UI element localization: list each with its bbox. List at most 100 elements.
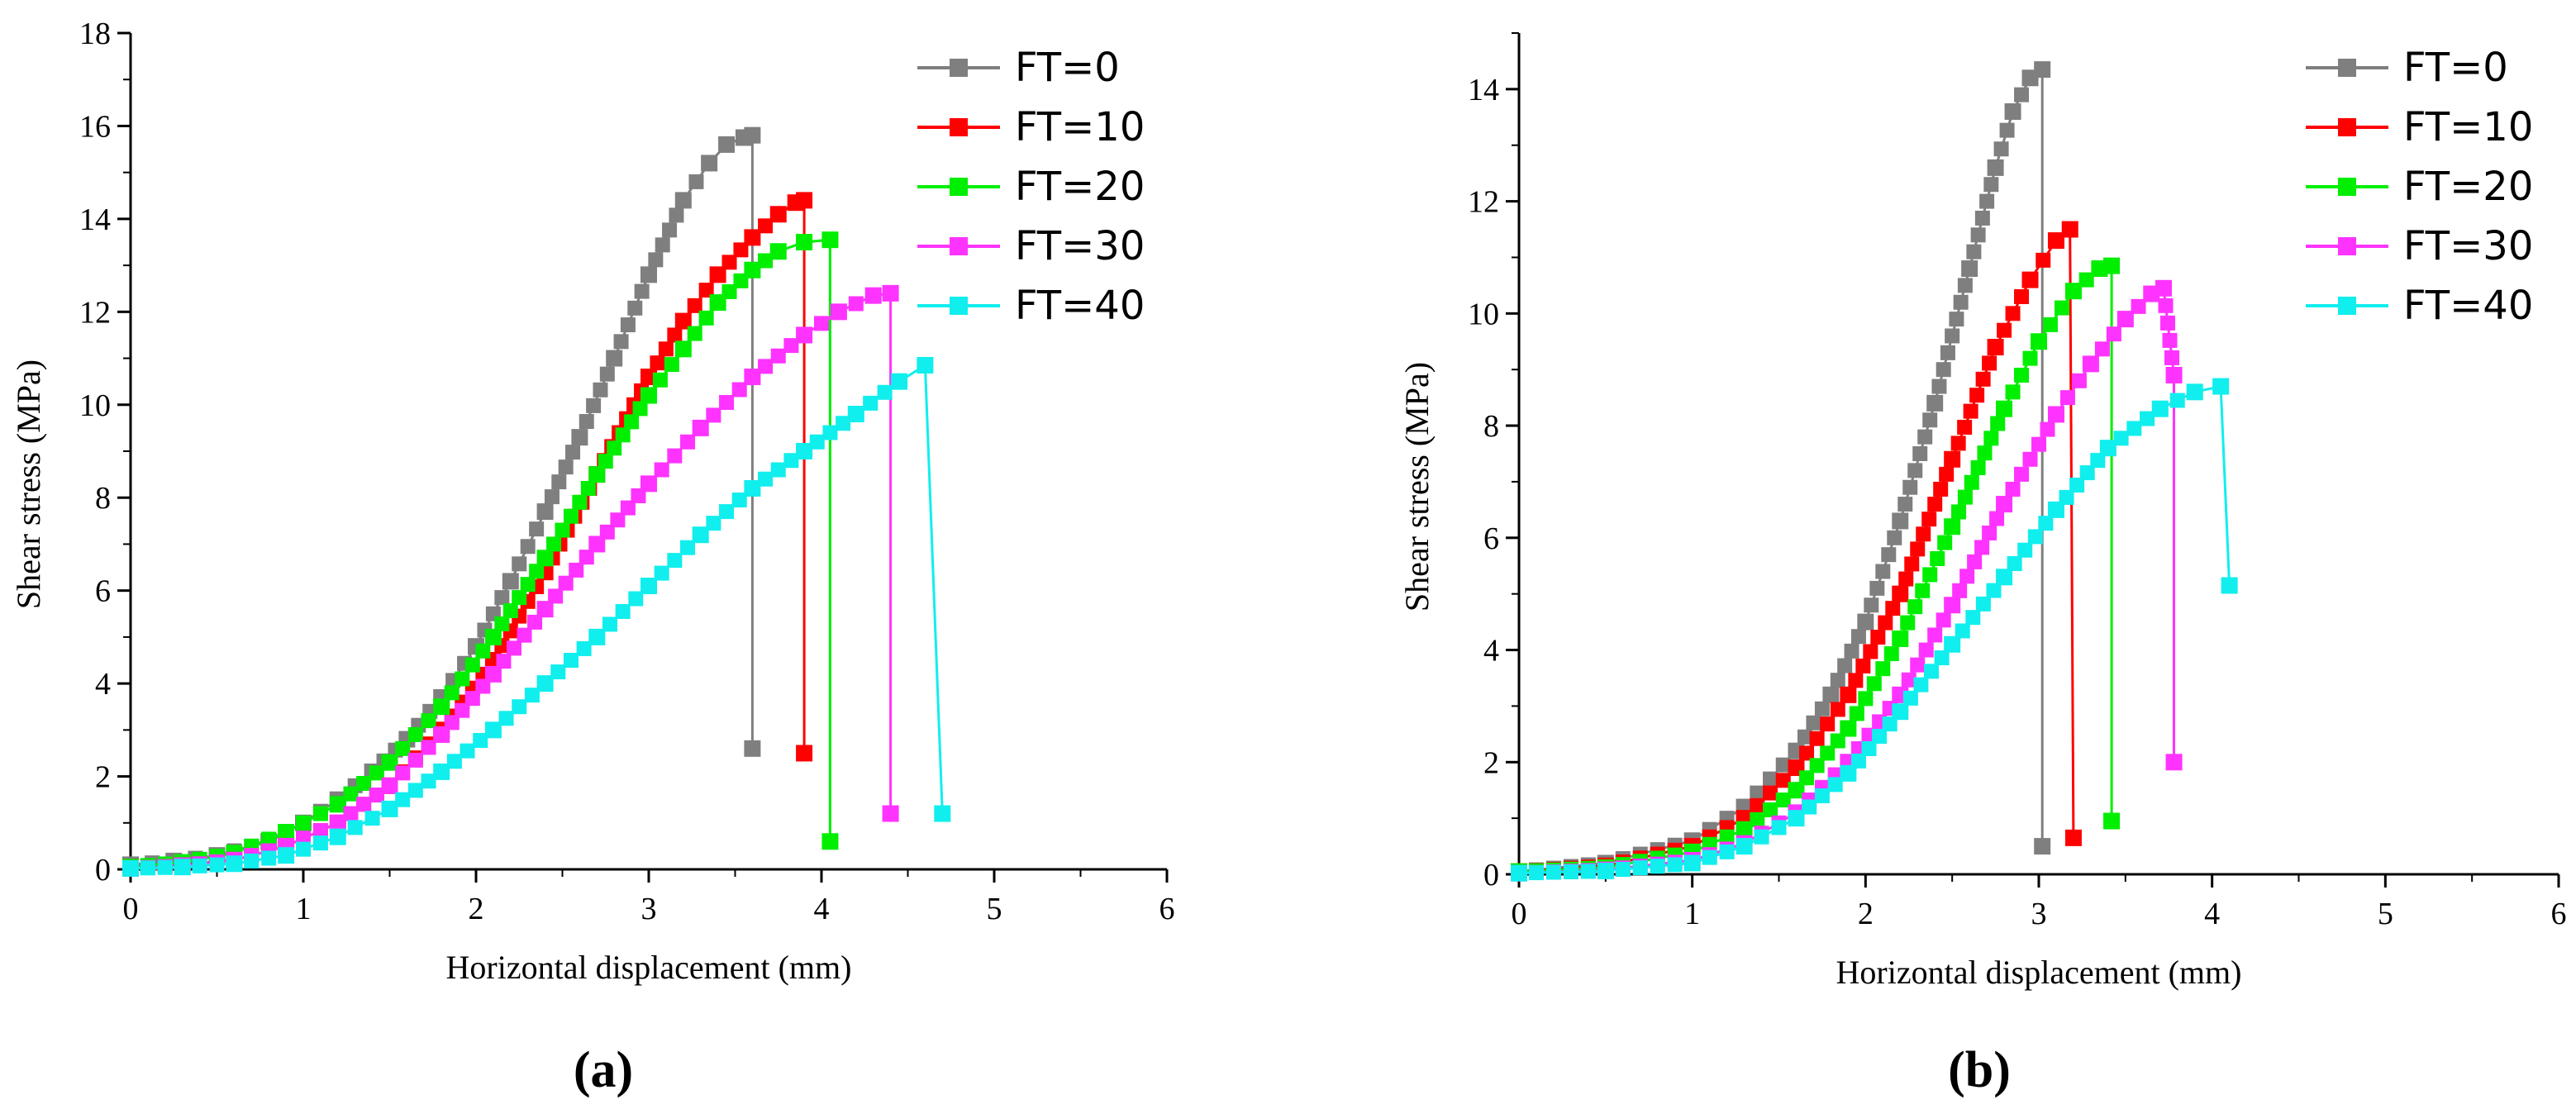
- series-marker: [506, 640, 521, 656]
- series-marker: [1936, 362, 1951, 378]
- x-tick-label: 1: [296, 892, 312, 926]
- series-marker: [599, 524, 615, 540]
- series-marker: [1615, 862, 1631, 878]
- series-marker: [1955, 623, 1970, 639]
- series-marker: [1869, 580, 1885, 596]
- data-point: [381, 754, 398, 771]
- y-tick-label: 12: [1468, 185, 1499, 220]
- data-point: [1597, 862, 1614, 879]
- series-marker: [1924, 664, 1940, 679]
- legend-label: FT=40: [2403, 283, 2533, 329]
- data-point: [536, 550, 554, 567]
- series-marker: [2014, 367, 2030, 383]
- series-marker: [558, 575, 574, 591]
- series-marker: [1855, 658, 1871, 673]
- legend-label: FT=0: [1015, 45, 1120, 91]
- series-marker: [654, 462, 669, 478]
- series-marker: [551, 474, 567, 490]
- y-tick-label: 12: [79, 295, 111, 330]
- series-marker: [758, 471, 774, 487]
- y-tick-label: 8: [1483, 409, 1499, 444]
- series-marker: [475, 643, 491, 659]
- series-marker: [563, 653, 579, 668]
- data-point: [744, 369, 761, 386]
- series-marker: [464, 691, 480, 707]
- series-marker: [783, 453, 799, 469]
- series-marker: [395, 765, 411, 781]
- series-marker: [459, 743, 475, 759]
- data-point: [674, 312, 692, 330]
- series-marker: [1975, 371, 1991, 387]
- series-marker: [1799, 745, 1815, 761]
- series-marker: [347, 820, 363, 835]
- series-marker: [312, 823, 328, 839]
- series-marker: [586, 397, 602, 413]
- series-marker: [758, 359, 774, 374]
- series-marker: [1939, 466, 1955, 482]
- series-marker: [2162, 332, 2178, 348]
- data-point: [917, 356, 934, 374]
- data-point: [692, 526, 709, 544]
- series-marker: [655, 237, 670, 253]
- series-marker: [576, 640, 592, 656]
- series-marker: [2027, 529, 2043, 545]
- series-marker: [664, 357, 679, 373]
- series-marker: [343, 786, 359, 802]
- series-marker: [2054, 300, 2069, 316]
- data-point: [329, 814, 346, 831]
- series-marker: [1750, 812, 1765, 827]
- y-tick-label: 10: [79, 388, 111, 423]
- series-marker: [2059, 489, 2074, 505]
- data-point: [1926, 394, 1944, 412]
- series-marker: [1702, 850, 1717, 865]
- series-marker: [546, 536, 562, 552]
- data-point: [847, 406, 864, 423]
- series-marker: [1936, 612, 1951, 628]
- series-marker: [1898, 571, 1914, 587]
- series-marker: [1945, 328, 1960, 344]
- series-marker: [1580, 864, 1596, 879]
- series-marker: [580, 480, 596, 496]
- series-marker: [706, 407, 721, 423]
- series-marker: [1983, 177, 1999, 193]
- data-point: [502, 573, 519, 590]
- legend-label: FT=20: [2403, 164, 2533, 210]
- data-point: [796, 234, 813, 250]
- x-axis-title: Horizontal displacement (mm): [1836, 954, 2242, 991]
- data-point: [796, 443, 813, 459]
- series-marker: [1997, 322, 2012, 338]
- data-point: [1892, 703, 1909, 721]
- series-marker: [687, 326, 702, 341]
- data-point: [2034, 61, 2051, 79]
- series-marker: [2169, 393, 2185, 408]
- series-marker: [1913, 677, 1929, 693]
- series-marker: [680, 434, 696, 450]
- legend-label: FT=30: [1015, 223, 1145, 269]
- series-marker: [343, 806, 359, 821]
- x-tick-label: 2: [469, 892, 484, 926]
- series-marker: [1940, 345, 1955, 360]
- data-point: [934, 805, 951, 822]
- data-point: [381, 800, 398, 817]
- series-marker: [836, 416, 851, 431]
- series-marker: [1921, 512, 1937, 527]
- series-marker: [1986, 583, 2002, 598]
- data-point: [484, 721, 502, 739]
- legend-marker: [2338, 178, 2356, 196]
- series-marker: [1878, 615, 1893, 631]
- series-marker: [1883, 646, 1899, 662]
- data-point: [1944, 597, 1961, 614]
- y-tick-label: 14: [79, 202, 111, 237]
- x-tick-label: 5: [2378, 897, 2393, 931]
- series-marker: [2036, 252, 2051, 268]
- data-point: [1840, 764, 1857, 782]
- data-point: [796, 326, 813, 344]
- data-point: [2064, 829, 2082, 846]
- data-point: [1683, 854, 1701, 872]
- legend-marker: [950, 237, 968, 255]
- data-point: [2117, 311, 2134, 328]
- series-marker: [1850, 753, 1866, 769]
- series-marker: [2094, 341, 2110, 357]
- series-marker: [1916, 526, 1931, 542]
